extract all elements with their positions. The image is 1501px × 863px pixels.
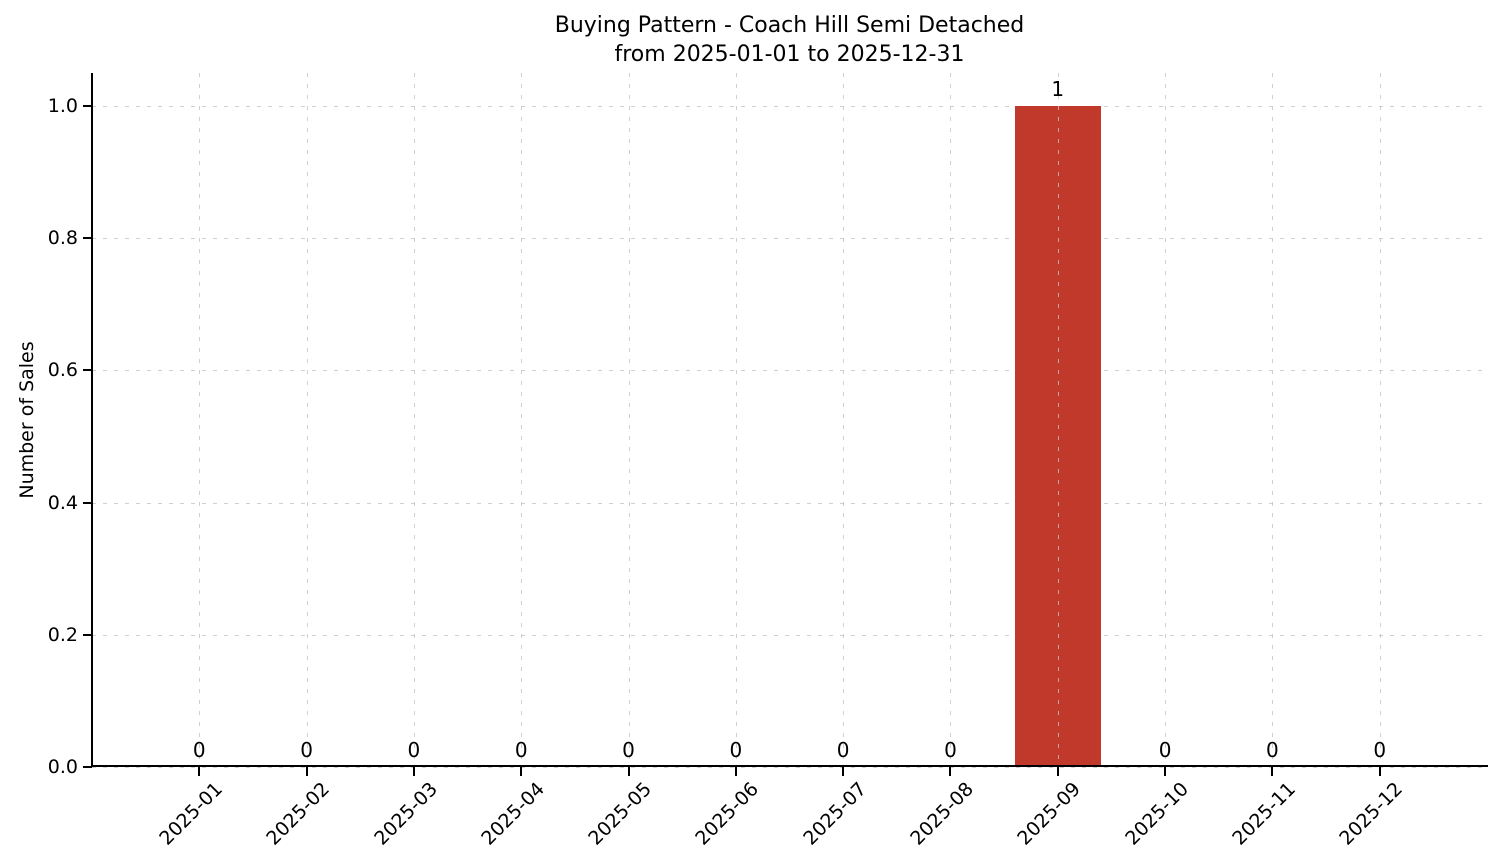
x-tick-mark [842,767,845,776]
x-tick-mark [1378,767,1381,776]
x-tick-label: 2025-05 [584,778,657,850]
x-tick-mark [1056,767,1059,776]
x-tick-label: 2025-10 [1120,778,1193,850]
x-tick-label: 2025-06 [691,778,764,850]
gridline-vertical [843,73,845,767]
gridline-vertical [950,73,952,767]
x-tick-label: 2025-08 [906,778,979,850]
x-tick-mark [1164,767,1167,776]
x-tick-label: 2025-04 [477,778,549,850]
bar-value-label: 0 [944,738,957,762]
y-tick-label: 1.0 [47,95,78,118]
gridline-horizontal [92,767,1487,768]
y-tick-label: 0.0 [47,756,78,778]
gridline-vertical [735,73,737,767]
gridline-horizontal [92,238,1487,240]
y-tick-label: 0.8 [47,227,78,250]
gridline-vertical [521,73,523,767]
bar-value-label: 1 [1051,77,1065,102]
x-axis-spine [91,765,1488,767]
y-tick-mark [83,501,92,504]
chart-title: Buying Pattern - Coach Hill Semi Detache… [554,13,1025,38]
x-tick-mark [627,767,630,776]
bar-value-label: 0 [1158,738,1172,762]
x-tick-mark [949,767,952,776]
x-tick-label: 2025-03 [369,778,442,850]
bar-value-label: 0 [836,738,850,762]
x-tick-mark [734,767,737,776]
gridline-vertical [1272,73,1274,767]
x-tick-mark [1271,767,1274,776]
y-tick-label: 0.4 [47,491,78,514]
x-tick-label: 2025-12 [1335,778,1408,850]
gridline-vertical [628,73,630,767]
bar-value-label: 0 [407,738,421,762]
y-tick-label: 0.2 [47,623,78,646]
bar-value-label: 0 [300,738,313,762]
gridline-vertical [1379,73,1381,767]
bar-value-label: 0 [192,738,206,762]
gridline-horizontal [92,370,1487,372]
chart-title-block: Buying Pattern - Coach Hill Semi Detache… [92,11,1487,69]
x-tick-label: 2025-01 [155,778,227,850]
x-tick-label: 2025-11 [1228,778,1300,850]
gridline-horizontal [92,502,1487,504]
gridline-vertical [1165,73,1167,767]
bar-value-label: 0 [622,738,635,762]
x-tick-label: 2025-09 [1013,778,1086,850]
x-tick-mark [305,767,308,776]
x-tick-mark [198,767,201,776]
bar-value-label: 0 [1266,738,1279,762]
gridline-vertical [306,73,308,767]
gridline-horizontal [92,634,1487,636]
x-tick-label: 2025-07 [799,778,871,850]
chart-subtitle: from 2025-01-01 to 2025-12-31 [614,42,965,67]
bar-value-label: 0 [514,738,528,762]
y-tick-mark [83,766,92,768]
gridline-horizontal [92,106,1487,108]
gridline-vertical [199,73,201,767]
y-tick-mark [83,633,92,636]
x-tick-mark [412,767,415,776]
y-tick-label: 0.6 [47,359,78,382]
y-tick-mark [83,105,92,108]
y-axis-spine [91,73,93,767]
bar-value-label: 0 [729,738,743,762]
x-tick-mark [520,767,523,776]
gridline-vertical [413,73,415,767]
bar-value-label: 0 [1373,738,1387,762]
y-tick-mark [83,369,92,372]
gridline-vertical [1057,73,1059,767]
y-tick-mark [83,237,92,240]
x-tick-label: 2025-02 [262,778,335,850]
